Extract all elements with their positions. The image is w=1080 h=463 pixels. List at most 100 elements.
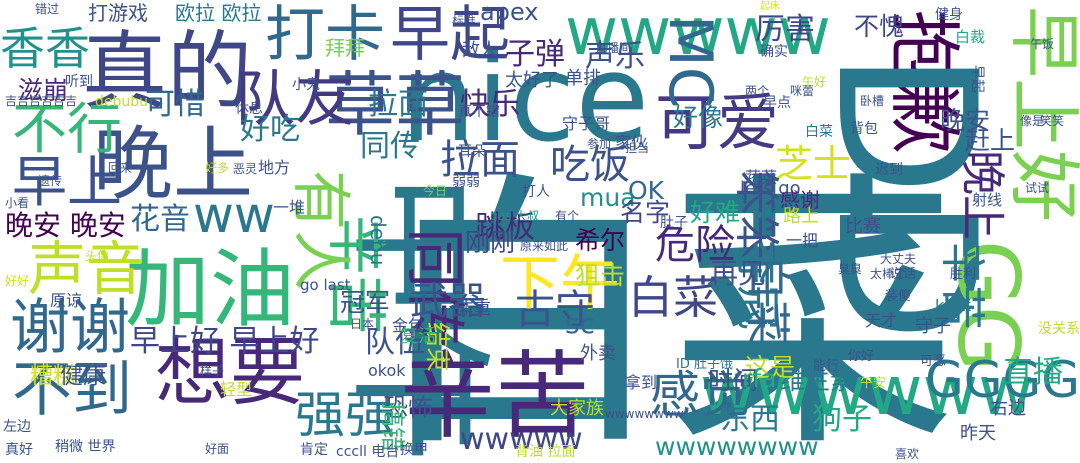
word-cloud-word: apex (480, 0, 539, 26)
word-cloud-word: 一把 (786, 231, 819, 250)
word-cloud-word: 名字 (620, 198, 671, 227)
word-cloud-word: 草草 (325, 64, 465, 146)
word-cloud-word: 恐怖 (383, 393, 434, 422)
word-cloud-word: 肚子 (660, 215, 688, 231)
word-cloud-word: 大丈夫 (880, 252, 917, 266)
word-cloud-word: 休息 (235, 101, 263, 117)
word-cloud-word: wwwww (565, 0, 831, 70)
word-cloud-word: okok (368, 361, 406, 380)
word-cloud-word: wwwwww (700, 352, 1034, 431)
word-cloud-word: OK (628, 176, 665, 205)
word-cloud-word: 迟到 (875, 162, 903, 178)
word-cloud-word: 白菜 (805, 124, 833, 140)
word-cloud-word: 子弹 (505, 37, 565, 72)
word-cloud-word: 稍微 世界 (55, 439, 116, 455)
word-cloud-word: 刚刚 (465, 228, 516, 257)
word-cloud-word: 打游戏 (88, 1, 148, 25)
word-cloud-word: gas 大叔 (490, 209, 540, 223)
word-cloud-word: 狙击 (575, 261, 626, 290)
word-cloud-word: 右边 (990, 398, 1026, 419)
word-cloud-word: 标准 (452, 14, 477, 28)
word-cloud-word: 队友 (235, 65, 355, 135)
word-cloud-word: 好多 (205, 161, 230, 175)
word-cloud-word: 午饭 (1030, 37, 1055, 51)
word-cloud-word: 耳朵 (458, 144, 486, 160)
word-cloud-word: 装傻 (885, 289, 912, 304)
word-cloud-word: 快乐 (460, 87, 520, 122)
word-cloud-word: 射线 (972, 191, 1003, 209)
word-cloud-word: 时间 (708, 366, 759, 395)
word-cloud-word: 家伙 (615, 133, 648, 152)
word-cloud-word: 试试 (1025, 181, 1050, 195)
word-cloud-word: ID 肚子饿 (676, 357, 733, 372)
word-cloud-word: 谢谢 (10, 293, 130, 363)
word-cloud-word: debu (366, 215, 390, 266)
word-cloud-word: 打卡 (265, 0, 385, 70)
word-cloud-word: rfa (742, 364, 777, 393)
word-cloud-word: 辛苦 (400, 342, 591, 452)
word-cloud-word: 白菜 (628, 271, 719, 324)
word-cloud-word: 打人 (522, 184, 550, 200)
word-cloud-word: 不到 (12, 355, 132, 425)
word-cloud-word: lets go (740, 178, 801, 199)
word-cloud-word: 下午 (500, 249, 620, 319)
word-cloud-word: 一堆 (273, 198, 306, 217)
word-cloud-word: 路上 (783, 206, 819, 227)
word-cloud-word: 拉面 (440, 137, 520, 183)
word-cloud-word: 恶灵 (233, 162, 258, 176)
word-cloud-word: 守子 (915, 316, 951, 337)
word-cloud-word: 晚安 晚安 (5, 209, 126, 242)
word-cloud-word: 危险 (655, 222, 735, 268)
word-cloud-word: nice (400, 30, 650, 169)
word-cloud-word: sc (565, 307, 595, 340)
word-cloud-word: 厉害 (755, 12, 815, 47)
word-cloud-word: 赶上 (965, 126, 1016, 155)
word-cloud-word: 胜利 (950, 267, 977, 282)
word-cloud-word: 小鬼 (292, 77, 320, 93)
word-cloud-word: 回来 (108, 161, 133, 175)
word-cloud-word: 真不错 (458, 104, 500, 120)
word-cloud-word: 担当 (625, 141, 650, 155)
word-cloud-word: 维生素 (780, 366, 856, 395)
word-cloud-word: 同传 (360, 129, 420, 164)
word-cloud-word: 可恶 (920, 354, 947, 369)
word-cloud-word: 午好 (802, 75, 827, 89)
word-cloud-word: 好好 (5, 274, 30, 288)
word-cloud-word: 希尔 (575, 226, 626, 255)
word-cloud-word: 真的 (82, 23, 253, 122)
word-cloud-word: 感觉 (650, 366, 750, 424)
word-cloud-word: 比赛 (845, 216, 881, 237)
word-cloud-word: 狗子 (812, 402, 872, 437)
word-cloud-word: 糟糕 (30, 363, 76, 389)
word-cloud-word: 冠军 (340, 288, 391, 317)
word-cloud-word: 像是 (1020, 114, 1045, 128)
word-cloud-word: 听到 (65, 74, 93, 90)
word-cloud-word: 欧拉 欧拉 (175, 1, 262, 25)
word-cloud-word: 强强 (295, 386, 395, 444)
word-cloud-word: 太棒了 (870, 267, 907, 281)
word-cloud-word: mua (580, 183, 636, 212)
word-cloud-word: 能行 (813, 359, 840, 374)
word-cloud-word: 笑笑 (1040, 114, 1065, 128)
word-cloud-word: 背包 (850, 121, 878, 137)
word-cloud-word: 样子 (200, 364, 225, 378)
word-cloud-word: 再见 (710, 257, 767, 290)
word-cloud-word: 好像 (673, 103, 724, 132)
word-cloud-word: 想要 (155, 328, 306, 416)
word-cloud-word: wwwwwwww (655, 432, 819, 461)
word-cloud-word: 拿到 (625, 373, 658, 392)
word-cloud-word: 臭臭 (838, 262, 863, 276)
word-cloud-word: 健康 (60, 363, 106, 389)
word-cloud-word: 这是 (745, 353, 796, 382)
word-cloud-word: 没关系 (1038, 321, 1080, 337)
word-cloud-word: 参加 (587, 137, 612, 151)
word-cloud-word: 起床 (760, 1, 780, 12)
word-cloud-word: wwwwwwww (605, 407, 684, 421)
word-cloud-word: kksk (935, 296, 972, 315)
word-cloud-word: 白裁 (955, 28, 986, 46)
word-cloud-word: 早点 (763, 95, 791, 111)
word-cloud-word: 直播 (1003, 355, 1063, 390)
word-cloud-word: 说话 (890, 267, 917, 282)
word-cloud-word: 花音 (130, 202, 190, 237)
